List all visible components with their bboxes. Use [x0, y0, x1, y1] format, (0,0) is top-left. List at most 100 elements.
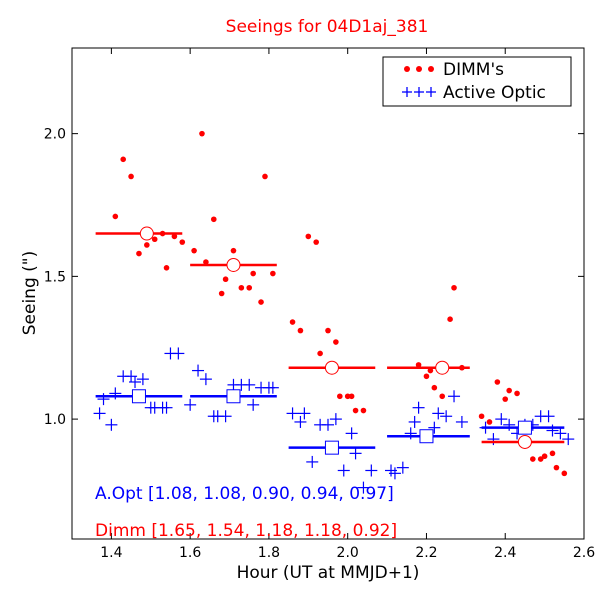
aopt-point	[562, 433, 575, 446]
dimm-point	[313, 239, 319, 245]
dimm-point	[502, 396, 509, 402]
x-axis-label: Hour (UT at MMJD+1)	[237, 563, 420, 583]
dimm-point	[289, 319, 296, 325]
dimm-point	[151, 236, 158, 243]
dimm-point	[258, 299, 264, 305]
dimm-mean-marker	[139, 226, 154, 241]
aopt-mean-marker	[226, 389, 241, 404]
aopt-point	[294, 415, 307, 428]
aopt-point	[428, 421, 441, 434]
annotation-aopt: A.Opt [1.08, 1.08, 0.90, 0.94, 0.97]	[95, 484, 394, 504]
axis-ticks: 1.4 1.6 1.8 2.0 2.2 2.4 2.6 1.0 1.5 2.0	[44, 48, 595, 561]
y-tick-label: 1.5	[44, 269, 66, 285]
dimm-point	[333, 339, 339, 345]
legend-dimm-marker	[404, 66, 434, 72]
dimm-mean-marker	[324, 360, 339, 375]
legend-aopt-marker	[402, 87, 436, 97]
aopt-point	[455, 415, 468, 428]
dimm-point	[427, 367, 434, 374]
aopt-point	[329, 413, 342, 426]
dimm-point	[210, 216, 217, 223]
aopt-point	[219, 410, 232, 423]
dimm-point	[305, 233, 312, 240]
x-tick-label: 1.4	[100, 545, 122, 561]
aopt-mean-marker	[324, 440, 339, 455]
dimm-point	[514, 390, 520, 397]
dimm-point	[222, 276, 229, 283]
aopt-point	[266, 381, 279, 394]
dimm-point	[423, 373, 430, 380]
x-tick-label: 1.6	[179, 545, 201, 561]
aopt-point	[388, 467, 401, 480]
dimm-point	[506, 387, 512, 394]
aopt-point	[337, 464, 350, 477]
aopt-point	[93, 407, 106, 420]
dimm-point	[179, 239, 186, 245]
plot-frame	[71, 47, 585, 540]
aopt-point	[160, 401, 173, 414]
dimm-point	[325, 327, 331, 334]
dimm-point	[478, 413, 485, 420]
aopt-point	[172, 347, 185, 360]
dimm-point	[144, 242, 150, 248]
aopt-point	[396, 461, 409, 474]
aopt-point	[184, 398, 197, 411]
dimm-point	[203, 259, 209, 265]
aopt-point	[286, 407, 299, 420]
plot-marks	[93, 130, 575, 494]
dimm-point	[262, 173, 268, 180]
dimm-point	[344, 393, 351, 400]
aopt-point	[554, 427, 567, 440]
dimm-point	[128, 173, 134, 180]
x-tick-label: 2.0	[337, 545, 359, 561]
dimm-point	[360, 407, 367, 414]
aopt-point	[306, 455, 319, 468]
aopt-point	[440, 410, 453, 423]
dimm-point	[218, 290, 225, 297]
dimm-point	[230, 247, 237, 254]
dimm-point	[494, 379, 501, 385]
aopt-point	[129, 375, 142, 388]
x-tick-label: 2.6	[573, 545, 595, 561]
aopt-point	[298, 407, 311, 420]
dimm-mean-marker	[226, 257, 241, 272]
chart-title: Seeings for 04D1aj_381	[226, 17, 429, 37]
aopt-point	[247, 398, 260, 411]
dimm-point	[415, 362, 422, 368]
aopt-point	[357, 481, 370, 494]
dimm-point	[120, 156, 126, 163]
dimm-point	[439, 393, 446, 400]
aopt-point	[432, 407, 445, 420]
dimm-point	[246, 284, 253, 291]
x-tick-label: 2.4	[494, 545, 516, 561]
dimm-point	[541, 453, 548, 460]
dimm-point	[530, 456, 536, 462]
dimm-point	[537, 456, 544, 462]
aopt-point	[408, 415, 421, 428]
dimm-point	[486, 419, 493, 425]
y-axis-label: Seeing (")	[20, 251, 40, 336]
dimm-point	[171, 233, 178, 240]
aopt-point	[199, 373, 212, 386]
aopt-point	[136, 373, 149, 386]
dimm-point	[238, 284, 245, 291]
x-tick-label: 2.2	[415, 545, 437, 561]
aopt-point	[105, 418, 118, 431]
x-tick-label: 1.8	[258, 545, 280, 561]
dimm-point	[451, 284, 457, 291]
dimm-point	[191, 247, 197, 254]
legend: DIMM's Active Optic	[382, 56, 572, 107]
dimm-point	[352, 407, 359, 414]
dimm-point	[337, 393, 343, 400]
dimm-mean-marker	[435, 360, 450, 375]
annotation-dimm: Dimm [1.65, 1.54, 1.18, 1.18, 0.92]	[95, 521, 397, 541]
aopt-mean-marker	[419, 429, 434, 444]
aopt-point	[345, 427, 358, 440]
dimm-point	[250, 270, 256, 277]
dimm-point	[431, 384, 438, 391]
y-tick-label: 1.0	[44, 412, 66, 428]
dimm-point	[163, 265, 170, 271]
aopt-point	[322, 418, 334, 431]
aopt-point	[243, 378, 256, 391]
